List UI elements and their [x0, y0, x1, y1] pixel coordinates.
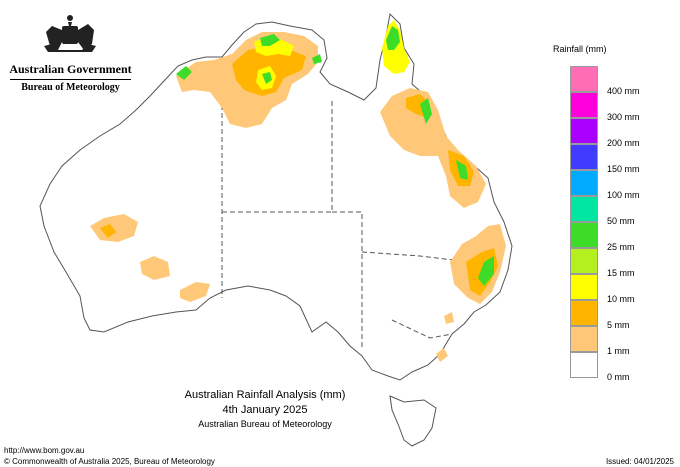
- queensland-coast-rainfall-patch: [380, 88, 486, 208]
- legend-row: 15 mm: [570, 248, 670, 278]
- legend-swatch: [570, 92, 598, 118]
- legend-label: 50 mm: [607, 216, 635, 226]
- legend-label: 10 mm: [607, 294, 635, 304]
- legend-swatch: [570, 170, 598, 196]
- legend-swatch: [570, 118, 598, 144]
- legend-swatch: [570, 144, 598, 170]
- header-divider: [10, 79, 131, 80]
- legend-swatch: [570, 352, 598, 378]
- issued-date: Issued: 04/01/2025: [605, 457, 674, 466]
- north-rainfall-patch: [176, 32, 322, 128]
- legend-title: Rainfall (mm): [553, 44, 607, 54]
- legend-label: 0 mm: [607, 372, 630, 382]
- cape-york-rainfall-patch: [382, 20, 410, 74]
- legend-swatch: [570, 196, 598, 222]
- bureau-title: Bureau of Meteorology: [21, 82, 120, 93]
- legend-label: 300 mm: [607, 112, 640, 122]
- legend-swatch: [570, 222, 598, 248]
- legend-row: 1 mm: [570, 326, 670, 356]
- government-title: Australian Government: [9, 62, 132, 76]
- rainfall-legend: 400 mm 300 mm 200 mm 150 mm 100 mm 50 mm 25 mm…: [570, 66, 670, 382]
- legend-row: 50 mm: [570, 196, 670, 226]
- copyright-notice: © Commonwealth of Australia 2025, Bureau…: [4, 457, 215, 466]
- legend-row: 300 mm: [570, 92, 670, 122]
- website-url: http://www.bom.gov.au: [4, 446, 85, 455]
- legend-swatch: [570, 248, 598, 274]
- legend-row: 0 mm: [570, 352, 670, 382]
- map-title: Australian Rainfall Analysis (mm): [184, 389, 346, 401]
- legend-label: 150 mm: [607, 164, 640, 174]
- coat-of-arms-icon: [44, 15, 96, 52]
- legend-row: 5 mm: [570, 300, 670, 330]
- legend-row: 10 mm: [570, 274, 670, 304]
- legend-row: 25 mm: [570, 222, 670, 252]
- legend-row: 400 mm: [570, 66, 670, 96]
- map-agency: Australian Bureau of Meteorology: [198, 419, 332, 429]
- legend-row: 200 mm: [570, 118, 670, 148]
- legend-label: 5 mm: [607, 320, 630, 330]
- map-caption: Australian Rainfall Analysis (mm) 4th Ja…: [130, 389, 400, 429]
- interior-rainfall-patches: [90, 214, 210, 302]
- legend-label: 100 mm: [607, 190, 640, 200]
- legend-swatch: [570, 300, 598, 326]
- legend-swatch: [570, 274, 598, 300]
- government-header: Australian Government Bureau of Meteorol…: [8, 10, 133, 93]
- legend-label: 1 mm: [607, 346, 630, 356]
- legend-label: 15 mm: [607, 268, 635, 278]
- legend-swatch: [570, 326, 598, 352]
- nsw-coast-rainfall-patch: [436, 224, 506, 362]
- map-date: 4th January 2025: [222, 404, 308, 416]
- legend-row: 150 mm: [570, 144, 670, 174]
- legend-label: 25 mm: [607, 242, 635, 252]
- legend-label: 400 mm: [607, 86, 640, 96]
- legend-label: 200 mm: [607, 138, 640, 148]
- legend-row: 100 mm: [570, 170, 670, 200]
- legend-swatch: [570, 66, 598, 92]
- tasmania-outline: [389, 395, 437, 447]
